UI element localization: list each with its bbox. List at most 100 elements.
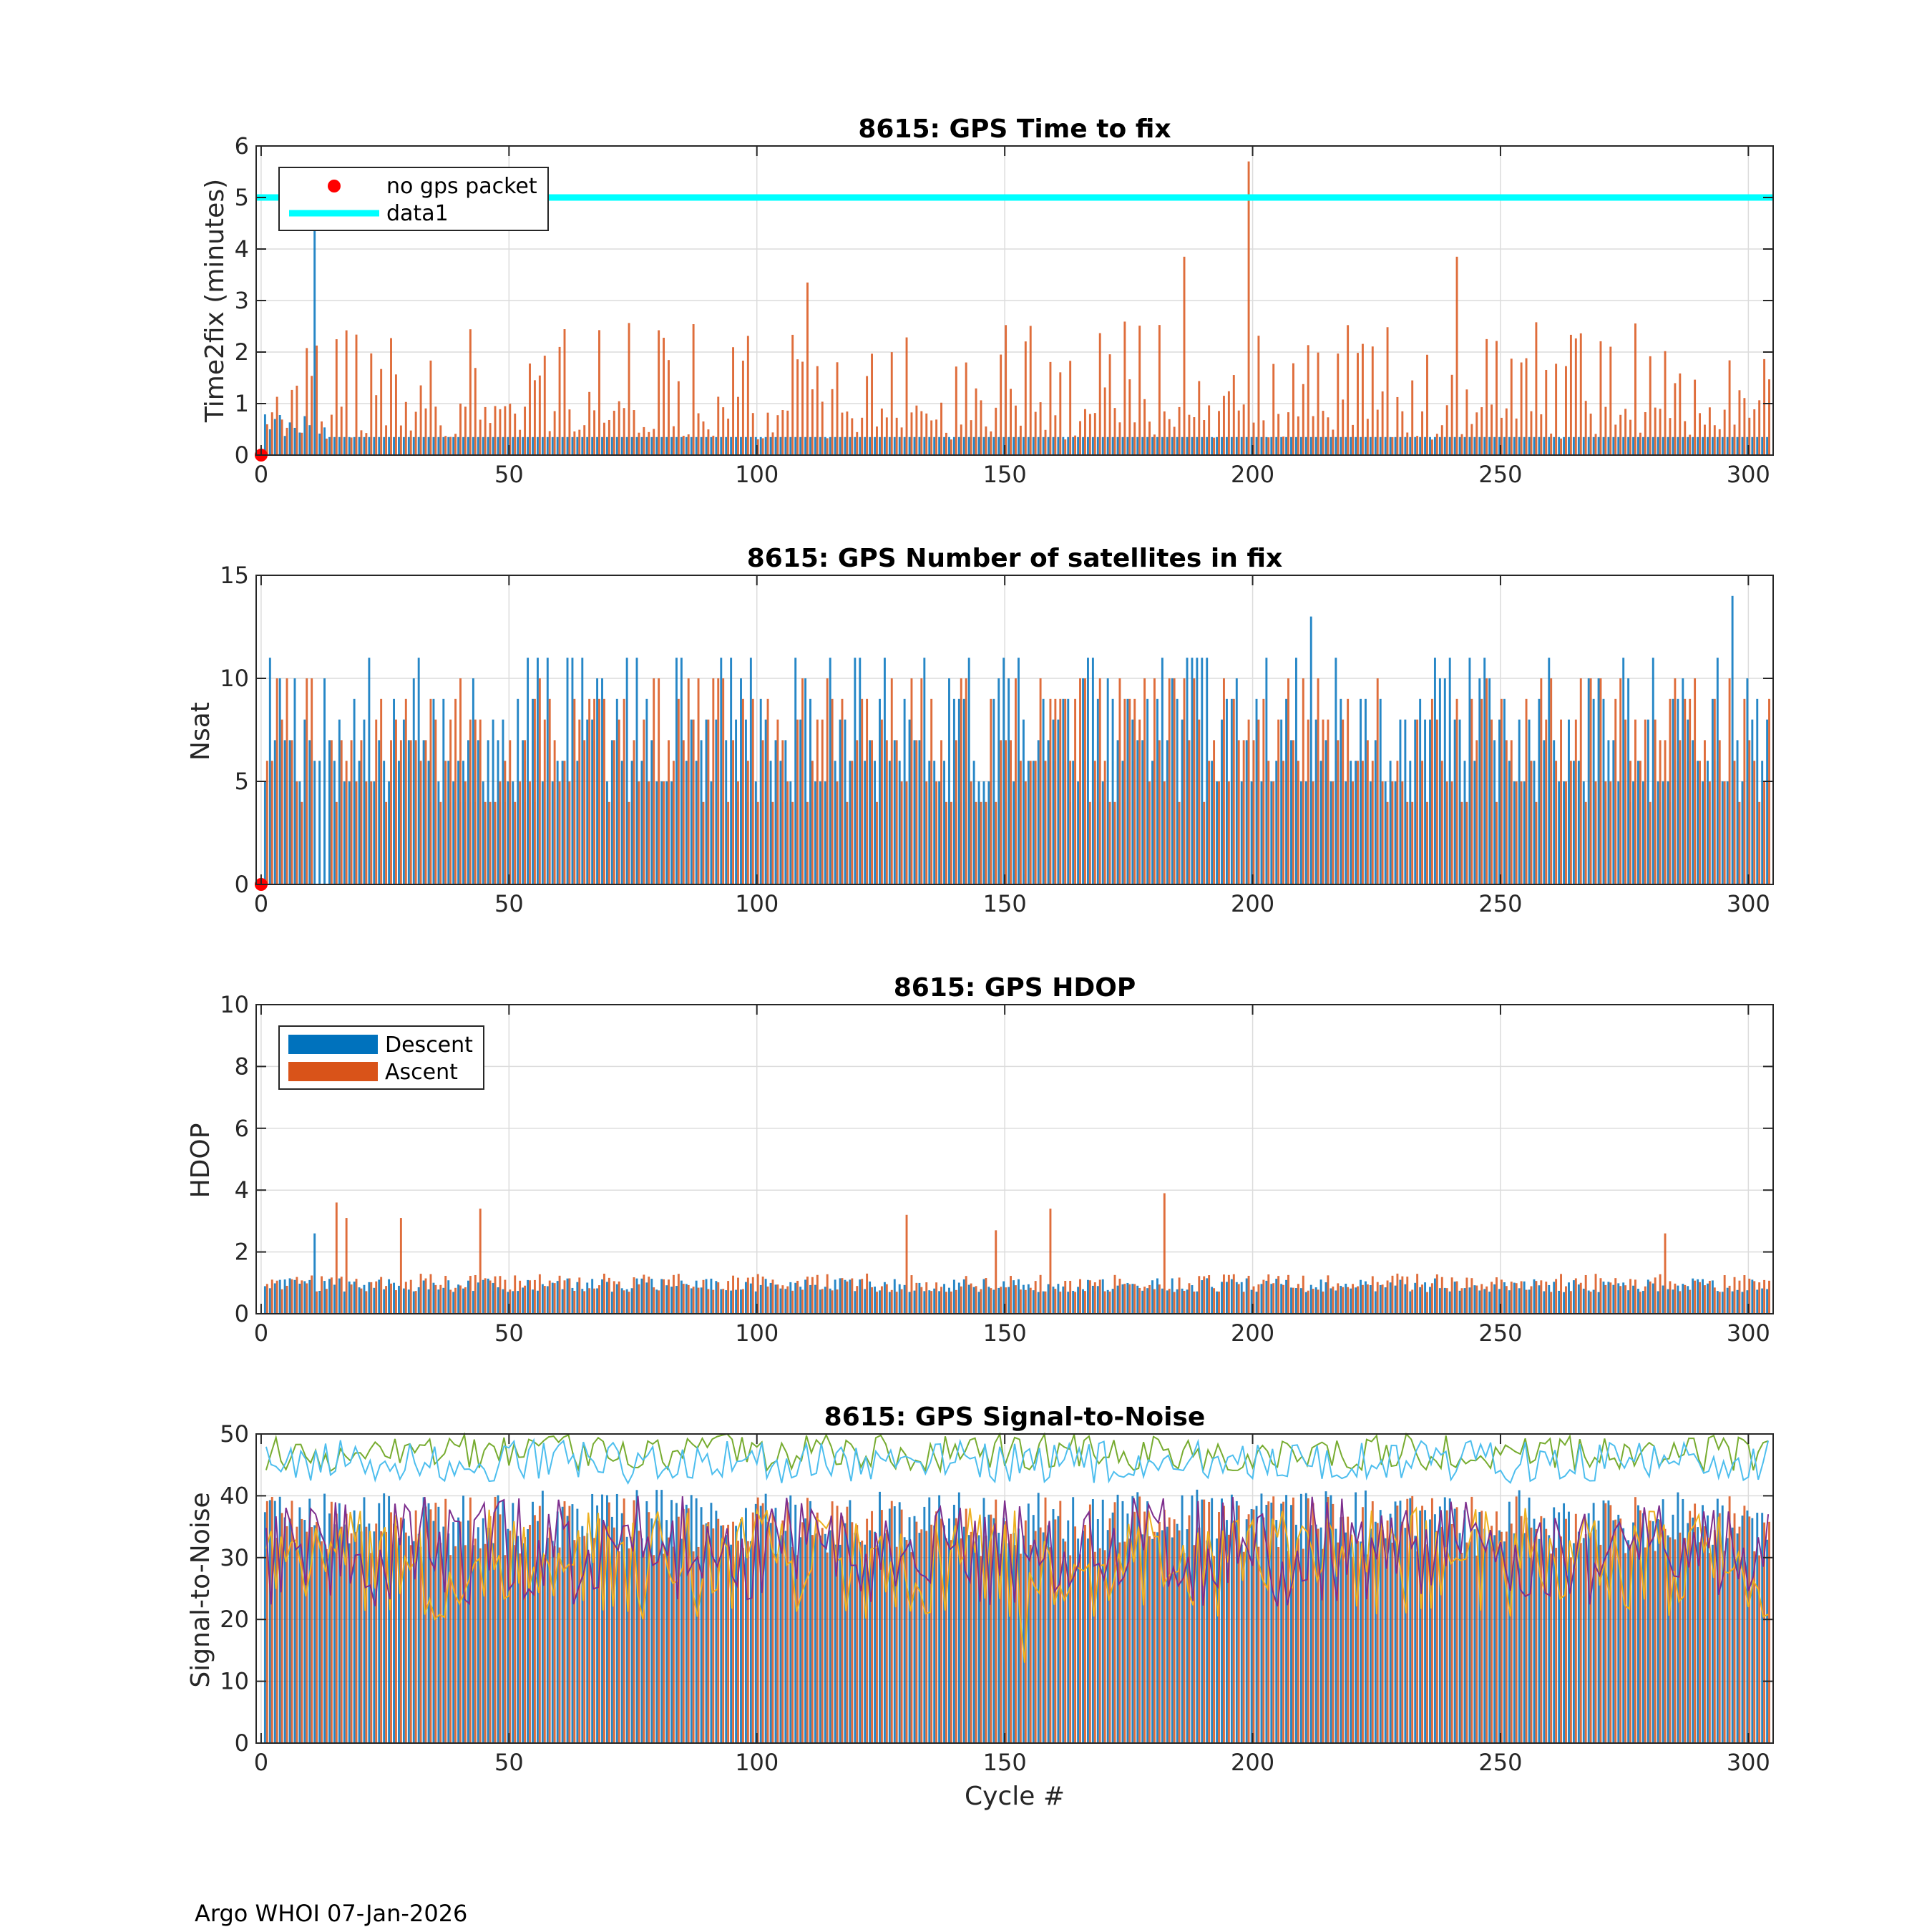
descent-bar [1096, 698, 1099, 884]
x-tick-label: 250 [1478, 1749, 1522, 1776]
snr-title: 8615: GPS Signal-to-Noise [824, 1402, 1206, 1432]
ascent-bar [712, 1528, 715, 1743]
descent-bar [1330, 1495, 1332, 1743]
descent-bar [1082, 1289, 1084, 1314]
ascent-bar [1376, 409, 1379, 455]
ascent-bar [1386, 327, 1389, 455]
descent-bar [1091, 1285, 1094, 1314]
descent-bar [839, 719, 841, 884]
descent-bar [1201, 1280, 1204, 1314]
ascent-bar [1768, 379, 1770, 455]
ascent-bar [1381, 781, 1384, 884]
ascent-bar [1763, 358, 1766, 455]
descent-bar [695, 436, 698, 455]
x-tick-label: 0 [254, 1319, 268, 1347]
ascent-bar [280, 1289, 283, 1314]
ascent-bar [1227, 1534, 1230, 1743]
ascent-bar [602, 698, 605, 884]
descent-bar [764, 719, 767, 884]
descent-bar [1453, 1508, 1456, 1743]
descent-bar [1186, 1289, 1189, 1314]
descent-bar [1360, 436, 1362, 455]
descent-bar [869, 1530, 872, 1743]
descent-bar [541, 781, 544, 884]
ascent-bar [533, 1515, 536, 1743]
descent-bar [814, 1533, 816, 1743]
descent-bar [1037, 1493, 1040, 1743]
ascent-bar [291, 1501, 293, 1743]
y-tick-label: 15 [220, 562, 249, 589]
descent-bar [566, 1278, 569, 1314]
descent-bar [1741, 1516, 1744, 1743]
descent-bar [730, 1544, 733, 1743]
descent-bar [1121, 1284, 1124, 1314]
descent-bar [1558, 1512, 1561, 1743]
descent-bar [962, 1526, 965, 1743]
descent-bar [1498, 719, 1501, 884]
ascent-bar [533, 380, 536, 455]
ascent-bar [1435, 1531, 1438, 1743]
descent-bar [635, 1278, 638, 1314]
descent-bar [1716, 1291, 1719, 1314]
descent-bar [1294, 658, 1297, 884]
ascent-bar [479, 719, 482, 884]
ascent-bar [766, 1521, 769, 1743]
ascent-bar [469, 1276, 472, 1314]
descent-bar [799, 436, 802, 455]
descent-bar [879, 1491, 881, 1743]
ascent-bar [548, 1280, 551, 1314]
descent-bar [1091, 658, 1094, 884]
ascent-bar [915, 1282, 918, 1314]
ascent-bar [940, 402, 942, 455]
descent-bar [353, 698, 356, 884]
descent-bar [690, 1288, 693, 1314]
y-tick-label: 0 [235, 871, 249, 898]
descent-bar [933, 436, 936, 455]
descent-bar [1270, 1284, 1273, 1314]
descent-bar [1394, 436, 1397, 455]
descent-bar [784, 436, 787, 455]
descent-bar [640, 1538, 643, 1743]
descent-bar [1082, 436, 1084, 455]
descent-bar [670, 781, 673, 884]
descent-bar [1230, 436, 1233, 455]
ascent-bar [1684, 698, 1687, 884]
descent-bar [313, 1525, 316, 1743]
ascent-bar [746, 1277, 749, 1314]
ascent-bar [1510, 1282, 1513, 1314]
x-tick-label: 0 [254, 1749, 268, 1776]
descent-bar [388, 436, 391, 455]
ascent-bar [1332, 429, 1335, 455]
ascent-bar [895, 1292, 898, 1314]
ascent-bar [1203, 420, 1206, 455]
descent-bar [1141, 1290, 1144, 1314]
ascent-bar [856, 740, 859, 884]
descent-bar [462, 436, 464, 455]
ascent-bar [380, 1531, 383, 1743]
descent-bar [1667, 1289, 1669, 1314]
ascent-bar [633, 1277, 635, 1314]
ascent-bar [1440, 425, 1443, 455]
descent-bar [1488, 1292, 1491, 1314]
ascent-bar [935, 781, 938, 884]
ascent-bar [1227, 391, 1230, 455]
ascent-bar [613, 1281, 615, 1314]
descent-bar [1235, 436, 1238, 455]
ascent-bar [648, 1277, 650, 1314]
nsat-axes-box [255, 575, 1774, 885]
ascent-bar [1148, 1284, 1151, 1314]
ascent-bar [1430, 1498, 1433, 1743]
descent-bar [1682, 436, 1684, 455]
ascent-bar [851, 1522, 854, 1743]
descent-bar [1652, 1521, 1654, 1743]
ascent-bar [1000, 740, 1002, 884]
ascent-bar [1491, 1526, 1493, 1743]
descent-bar [427, 761, 430, 884]
ascent-bar [1723, 781, 1726, 884]
ascent-bar [816, 1512, 819, 1743]
descent-bar [1478, 436, 1481, 455]
descent-bar [541, 1284, 544, 1314]
x-tick-label: 250 [1478, 890, 1522, 917]
ascent-bar [816, 366, 819, 455]
